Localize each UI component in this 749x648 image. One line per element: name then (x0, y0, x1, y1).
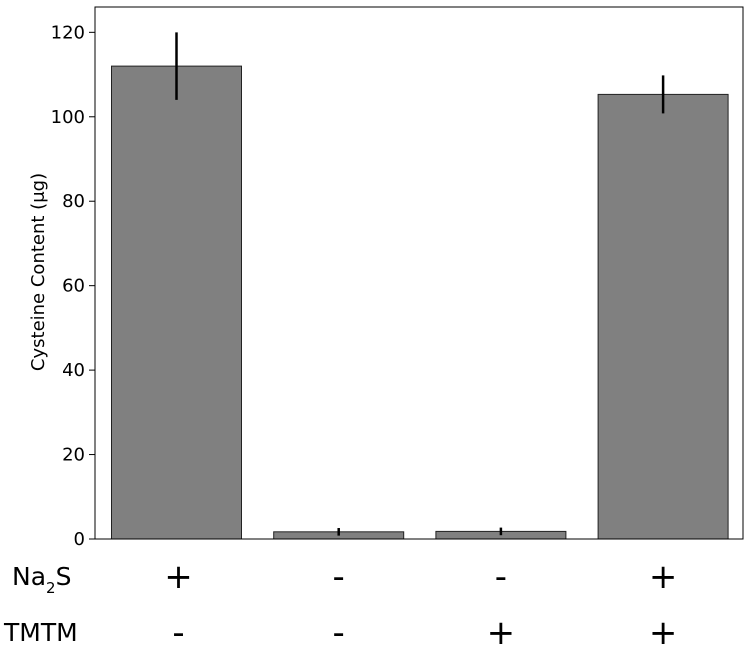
condition-sign: - (333, 557, 345, 597)
y-tick-label: 40 (62, 360, 85, 381)
y-tick-label: 80 (62, 191, 85, 212)
y-tick-label: 20 (62, 445, 85, 466)
bar-4 (597, 93, 729, 540)
condition-row-label: Na2S (12, 562, 71, 597)
y-tick-label: 100 (51, 107, 85, 128)
condition-sign: + (649, 557, 678, 597)
y-tick-label: 60 (62, 276, 85, 297)
y-tick-label: 0 (74, 529, 85, 550)
condition-sign: + (487, 613, 516, 648)
condition-sign: - (333, 613, 345, 648)
condition-table: Na2S + - - + TMTM - - + + (3, 557, 677, 648)
bar-1 (111, 65, 242, 540)
condition-sign: - (172, 613, 184, 648)
condition-sign: + (649, 613, 678, 648)
y-axis-label: Cysteine Content (μg) (28, 173, 49, 371)
condition-sign: + (164, 557, 193, 597)
y-axis: 0 20 40 60 80 100 120 (51, 22, 95, 550)
condition-row-label: TMTM (3, 618, 78, 647)
y-tick-label: 120 (51, 22, 85, 43)
bars-layer (111, 65, 729, 540)
error-bars-layer (175, 32, 665, 536)
plot-frame (94, 6, 744, 540)
condition-sign: - (495, 557, 507, 597)
